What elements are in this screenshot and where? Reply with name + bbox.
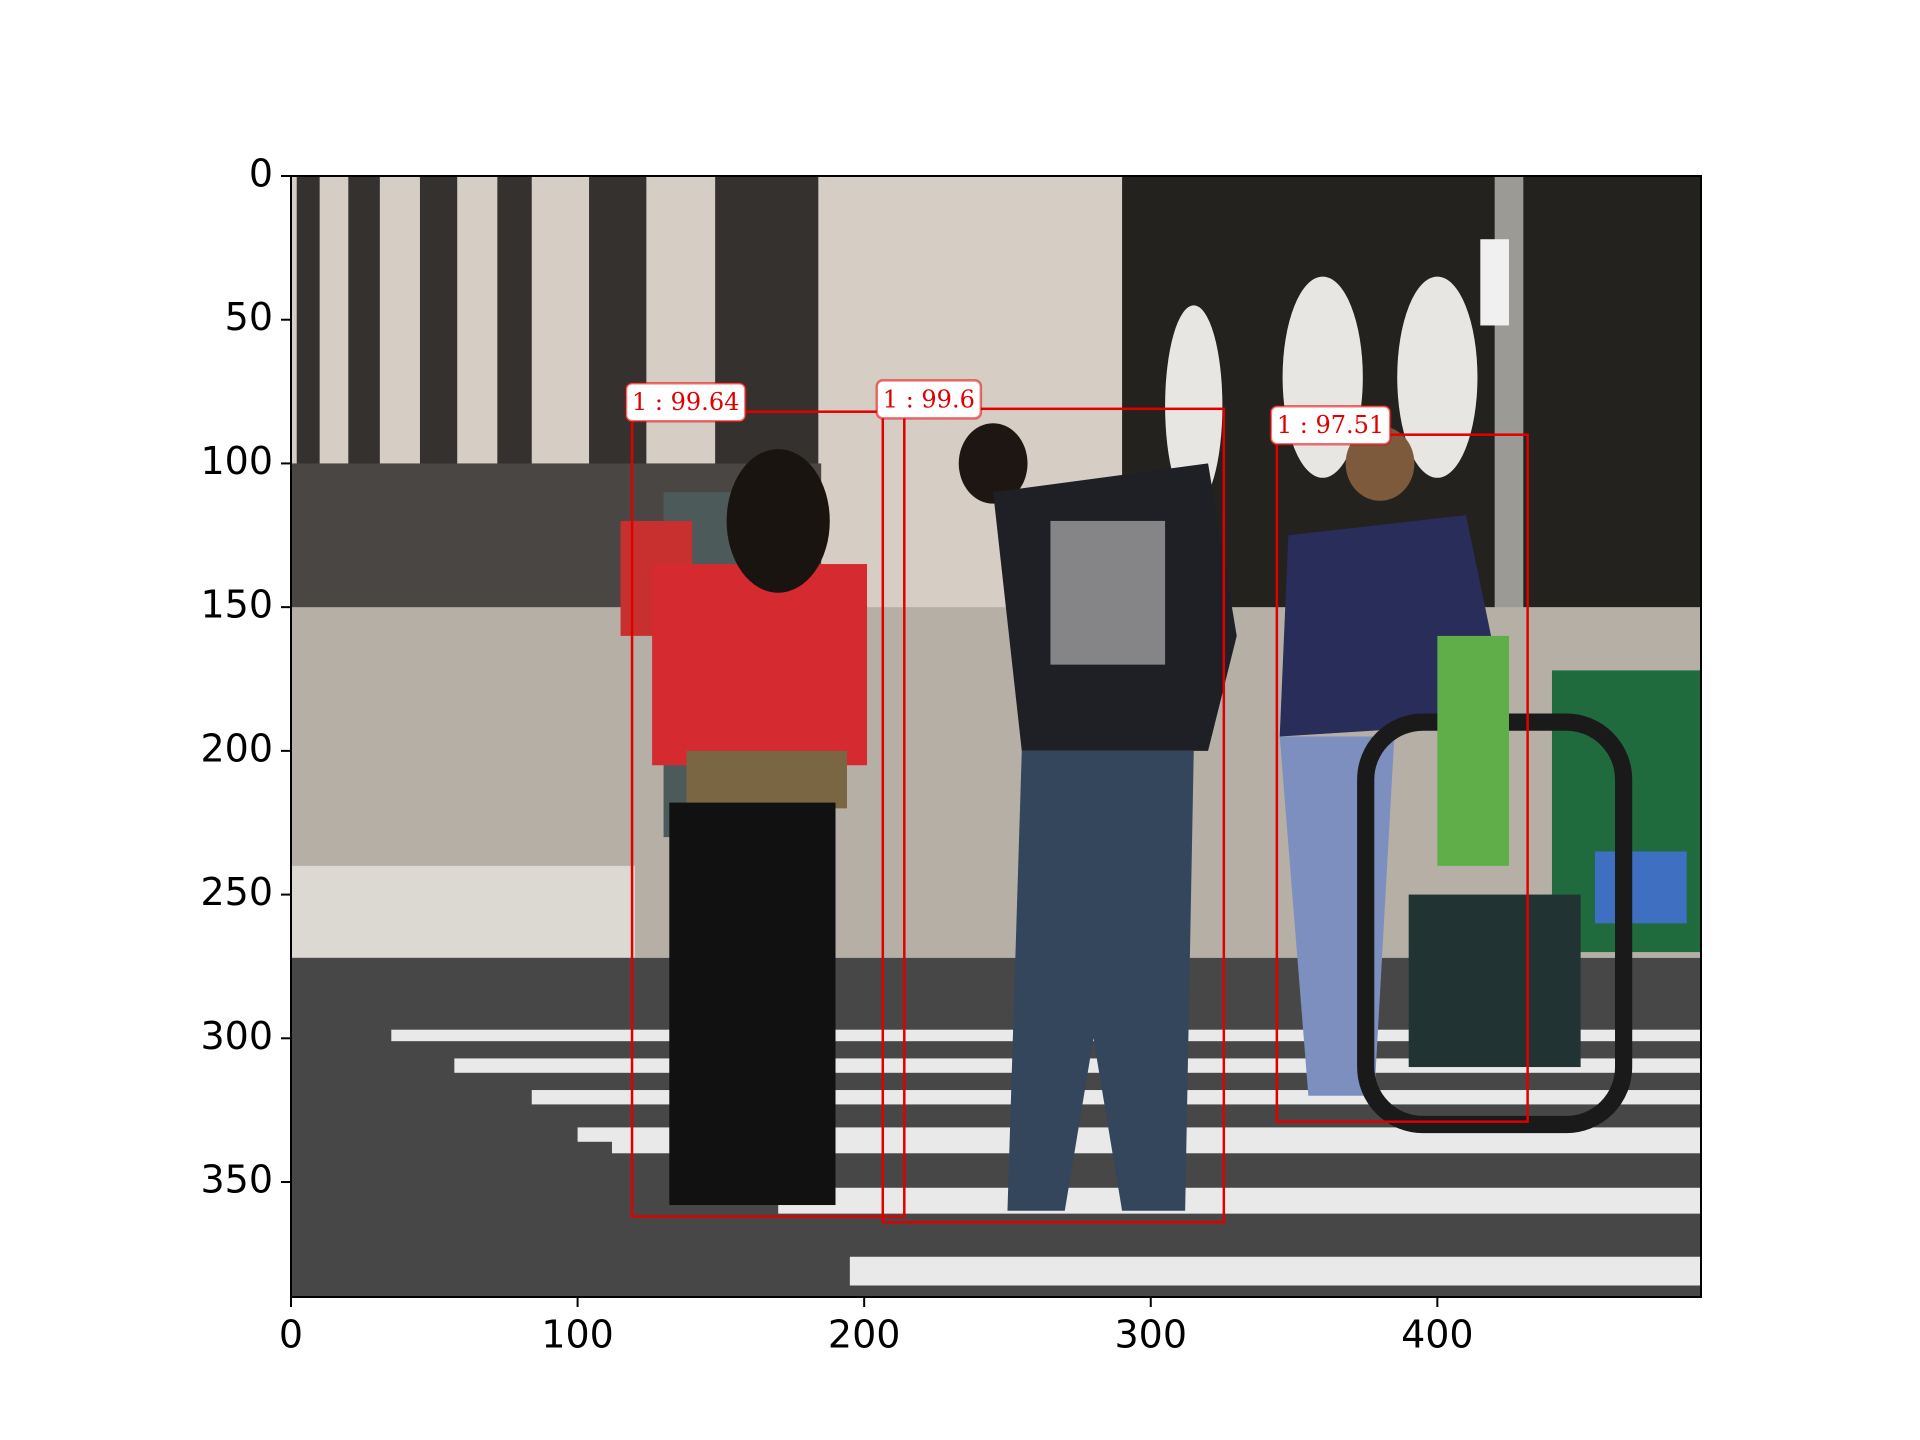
- box-label: 1 : 99.64: [632, 388, 739, 416]
- label-background: [1269, 404, 1392, 446]
- y-tick-label: 0: [249, 152, 273, 196]
- y-tick-label: 100: [200, 439, 273, 483]
- x-tick-label: 200: [828, 1313, 901, 1357]
- detection-box: [881, 407, 1226, 1224]
- y-tick-label: 250: [200, 870, 273, 914]
- detection-box: [1275, 433, 1529, 1123]
- y-tick-label: 300: [200, 1014, 273, 1058]
- y-tick-label: 350: [200, 1158, 273, 1202]
- y-tick-label: 200: [200, 726, 273, 770]
- x-tick-label: 0: [279, 1313, 303, 1357]
- y-tick-label: 50: [225, 295, 273, 339]
- y-tick-label: 150: [200, 583, 273, 627]
- label-background: [624, 381, 747, 423]
- x-tick-label: 100: [541, 1313, 614, 1357]
- x-tick-label: 300: [1114, 1313, 1187, 1357]
- axes-frame: [290, 175, 1702, 1298]
- detection-box: [630, 410, 906, 1218]
- box-label: 1 : 97.51: [1277, 411, 1384, 439]
- box-label: 1 : 99.6: [883, 385, 975, 413]
- photo: [291, 176, 1701, 1297]
- label-background: [875, 379, 983, 420]
- x-tick-label: 400: [1401, 1313, 1474, 1357]
